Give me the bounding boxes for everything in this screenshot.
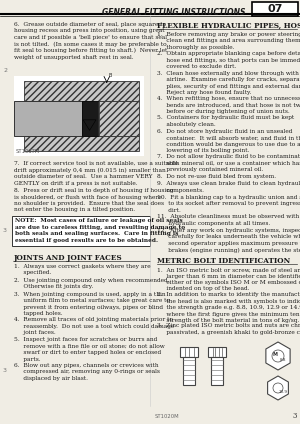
Text: GENERAL FITTING INSTRUCTIONS: GENERAL FITTING INSTRUCTIONS bbox=[101, 8, 245, 17]
Text: 1.  Before removing any brake or power steering hose,
     clean end fittings an: 1. Before removing any brake or power st… bbox=[157, 32, 300, 50]
Bar bbox=[14, 100, 82, 136]
Text: 3: 3 bbox=[292, 412, 297, 420]
Text: B: B bbox=[109, 73, 112, 78]
Text: ST1037M: ST1037M bbox=[16, 149, 41, 154]
Polygon shape bbox=[266, 342, 290, 370]
Bar bbox=[252, 2, 298, 16]
Bar bbox=[12, 216, 150, 245]
Text: 10.  Fit a blanking cap to a hydraulic union and a plug
      to its socket afte: 10. Fit a blanking cap to a hydraulic un… bbox=[157, 195, 300, 213]
Text: 3.  Zinc plated ISO metric bolts and nuts are chromate
     passivated, a greeni: 3. Zinc plated ISO metric bolts and nuts… bbox=[157, 324, 300, 335]
Text: 4.  Remove all traces of old jointing materials prior to
     reassembly.  Do no: 4. Remove all traces of old jointing mat… bbox=[14, 318, 174, 335]
Bar bbox=[24, 136, 139, 151]
Text: 11.  Absolute cleanliness must be observed with
      hydraulic components at al: 11. Absolute cleanliness must be observe… bbox=[157, 215, 299, 226]
Circle shape bbox=[272, 350, 284, 362]
Text: 8.8: 8.8 bbox=[280, 358, 286, 362]
Text: 2.  Use jointing compound only when recommended.
     Otherwise fit joints dry.: 2. Use jointing compound only when recom… bbox=[14, 278, 169, 289]
Text: 1.  An ISO metric bolt or screw, made of steel and
     larger than 6 mm in diam: 1. An ISO metric bolt or screw, made of … bbox=[157, 267, 300, 291]
Text: NOTE:  Most cases of failure or leakage of oil seals
are due to careless fitting: NOTE: Most cases of failure or leakage o… bbox=[15, 218, 185, 243]
Text: 07: 07 bbox=[267, 5, 283, 14]
Circle shape bbox=[273, 383, 283, 393]
Polygon shape bbox=[83, 120, 96, 130]
Bar bbox=[14, 76, 144, 156]
Text: 3: 3 bbox=[3, 228, 7, 232]
Text: 12.  After any work on hydraulic systems, inspect
      carefully for leaks unde: 12. After any work on hydraulic systems,… bbox=[157, 228, 300, 253]
Bar bbox=[99, 100, 139, 136]
Text: 2.  Obtain appropriate blanking caps before detaching
     hose end fittings, so: 2. Obtain appropriate blanking caps befo… bbox=[157, 51, 300, 69]
Bar bbox=[183, 357, 195, 385]
Text: JOINTS AND JOINT FACES: JOINTS AND JOINT FACES bbox=[14, 254, 123, 262]
Text: 8.  Press or drift seal in to depth of housing if housing
is shouldered, or flus: 8. Press or drift seal in to depth of ho… bbox=[14, 188, 174, 212]
Text: ST1020M: ST1020M bbox=[155, 413, 180, 418]
Text: 3.  When jointing compound is used, apply in a thin
     uniform film to metal s: 3. When jointing compound is used, apply… bbox=[14, 292, 170, 316]
Text: 6.  Blow out any pipes, channels or crevices with
     compressed air, removing : 6. Blow out any pipes, channels or crevi… bbox=[14, 363, 160, 381]
Text: 6.  Grease outside diameter of seal, place square to
housing recess and press in: 6. Grease outside diameter of seal, plac… bbox=[14, 22, 167, 60]
Bar bbox=[211, 357, 223, 385]
Bar bbox=[180, 347, 198, 357]
Text: 3: 3 bbox=[3, 368, 7, 373]
Text: 7.  If correct service tool is not available, use a suitable
drift approximately: 7. If correct service tool is not availa… bbox=[14, 161, 178, 186]
Text: 2: 2 bbox=[3, 67, 7, 73]
Text: 2.  In addition to marks to identify the manufacturer,
     the head is also mar: 2. In addition to marks to identify the … bbox=[157, 293, 300, 323]
Text: 10.9: 10.9 bbox=[278, 390, 287, 394]
Polygon shape bbox=[82, 100, 98, 136]
Bar bbox=[24, 81, 139, 100]
Text: 4.  When refitting hose, ensure that no unnecessary
     bends are introduced, a: 4. When refitting hose, ensure that no u… bbox=[157, 96, 300, 114]
Text: 6.  Do not store hydraulic fluid in an unsealed
     container.  It will absorb : 6. Do not store hydraulic fluid in an un… bbox=[157, 129, 300, 153]
Text: FLEXIBLE HYDRAULIC PIPES, HOSES: FLEXIBLE HYDRAULIC PIPES, HOSES bbox=[157, 22, 300, 30]
Polygon shape bbox=[268, 376, 288, 400]
Text: 3.  Clean hose externally and blow through with
     airline.  Examine carefully: 3. Clean hose externally and blow throug… bbox=[157, 71, 300, 95]
Text: 5.  Containers for hydraulic fluid must be kept
     absolutely clean.: 5. Containers for hydraulic fluid must b… bbox=[157, 115, 294, 127]
Text: 1.  Always use correct gaskets where they are
     specified.: 1. Always use correct gaskets where they… bbox=[14, 264, 151, 275]
Text: 8.  Do not re-use fluid bled from system.: 8. Do not re-use fluid bled from system. bbox=[157, 173, 276, 179]
Bar bbox=[14, 76, 144, 156]
Text: M: M bbox=[272, 352, 278, 357]
Text: 5.  Inspect joint faces for scratches or burrs and
     remove with a fine file : 5. Inspect joint faces for scratches or … bbox=[14, 338, 165, 362]
Text: METRIC BOLT IDENTIFICATION: METRIC BOLT IDENTIFICATION bbox=[157, 257, 290, 265]
Text: 9.  Always use clean brake fluid to clean hydraulic
     components.: 9. Always use clean brake fluid to clean… bbox=[157, 181, 300, 193]
Text: 7.  Do not allow hydraulic fluid to be contaminated
     with mineral oil, or us: 7. Do not allow hydraulic fluid to be co… bbox=[157, 154, 300, 172]
Bar bbox=[208, 347, 226, 357]
